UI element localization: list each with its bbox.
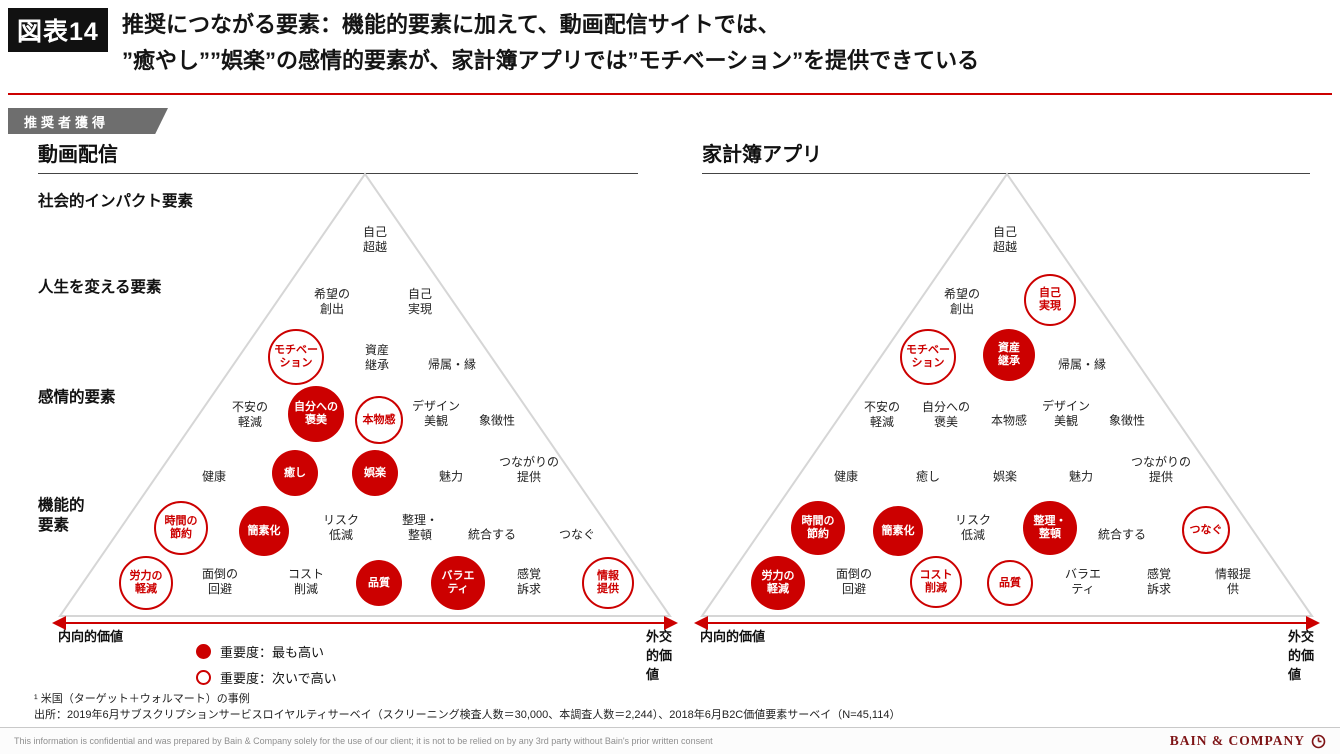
value-element-outline: 本物感 xyxy=(355,396,403,444)
value-element-plain: 健康 xyxy=(201,469,227,484)
value-element-plain: 感覚 訴求 xyxy=(1146,567,1172,596)
footer-bar: This information is confidential and was… xyxy=(0,727,1340,754)
value-element-plain: つながりの 提供 xyxy=(1130,455,1192,484)
title-divider-rule xyxy=(8,93,1332,95)
value-element-outline: モチベー ション xyxy=(268,329,324,385)
axis-label-outward-value: 外交的価値 xyxy=(646,629,673,682)
value-element-plain: つなぐ xyxy=(558,527,596,542)
value-element-plain: リスク 低減 xyxy=(954,513,992,542)
value-element-filled: 自分への 褒美 xyxy=(288,386,344,442)
value-element-plain: 癒し xyxy=(915,469,941,484)
value-element-filled: 癒し xyxy=(272,450,318,496)
value-element-plain: 自分への 褒美 xyxy=(921,400,971,429)
value-element-plain: 健康 xyxy=(833,469,859,484)
value-element-filled: 時間の 節約 xyxy=(791,501,845,555)
value-element-plain: 自己 超越 xyxy=(992,225,1018,254)
tier-label-functional: 機能的 要素 xyxy=(38,497,85,535)
value-element-plain: 帰属・縁 xyxy=(1057,357,1107,372)
axis-label-inward-value: 内向的価値 xyxy=(700,629,766,644)
legend-filled-dot-icon xyxy=(196,644,211,659)
slide-title-line1: 推奨につながる要素：機能的要素に加えて、動画配信サイトでは、 xyxy=(122,12,780,37)
value-element-plain: 面倒の 回避 xyxy=(835,567,873,596)
axis-arrowhead-left xyxy=(694,616,708,630)
value-element-outline: モチベー ション xyxy=(900,329,956,385)
value-element-plain: 情報提 供 xyxy=(1214,567,1252,596)
axis-label-inward-value: 内向的価値 xyxy=(58,629,124,644)
bain-logo-clock-icon xyxy=(1311,734,1326,748)
slide-title-line2: ”癒やし””娯楽”の感情的要素が、家計簿アプリでは”モチベーション”を提供できて… xyxy=(122,47,980,73)
value-element-filled: 品質 xyxy=(356,560,402,606)
footnote-source: 出所：2019年6月サブスクリプションサービスロイヤルティサーベイ（スクリーニン… xyxy=(34,709,901,721)
pyramid-budget-app: 内向的価値 外交的価値 自己 超越希望の 創出 自己 実現モチベー ション 資産 継… xyxy=(680,168,1340,682)
slide-title: 推奨につながる要素：機能的要素に加えて、動画配信サイトでは、 ”癒やし””娯楽”… xyxy=(122,7,979,78)
pyramid-triangle-outline xyxy=(58,172,672,617)
value-element-outline: 情報 提供 xyxy=(582,557,634,609)
value-element-plain: 希望の 創出 xyxy=(943,287,981,316)
value-element-outline: つなぐ xyxy=(1182,506,1230,554)
value-element-plain: 帰属・縁 xyxy=(427,357,477,372)
tier-label-social-impact: 社会的インパクト要素 xyxy=(38,193,194,210)
value-element-outline: 自己 実現 xyxy=(1024,274,1076,326)
axis-arrowhead-right xyxy=(664,616,678,630)
value-element-plain: 象徴性 xyxy=(1108,413,1146,428)
pyramid-title-budget-app: 家計簿アプリ xyxy=(702,138,1310,174)
axis-arrowhead-right xyxy=(1306,616,1320,630)
value-element-filled: 労力の 軽減 xyxy=(751,556,805,610)
legend-outline-dot-icon xyxy=(196,670,211,685)
figure-number-badge: 図表14 xyxy=(8,8,108,52)
value-element-plain: 資産 継承 xyxy=(364,343,390,372)
value-element-filled: バラエ ティ xyxy=(431,556,485,610)
section-banner-promoter: 推奨者獲得 xyxy=(8,108,168,134)
value-element-plain: 不安の 軽減 xyxy=(231,400,269,429)
value-element-filled: 簡素化 xyxy=(873,506,923,556)
pyramid-outline-and-axis-svg xyxy=(694,172,1320,630)
value-element-plain: コスト 削減 xyxy=(287,567,325,596)
value-element-plain: 本物感 xyxy=(990,413,1028,428)
pyramid-title-video-streaming: 動画配信 xyxy=(38,138,638,174)
pyramid-video-streaming: 内向的価値 外交的価値 自己 超越希望の 創出 自己 実現モチベー ション 資産 継… xyxy=(38,168,698,682)
value-element-plain: 魅力 xyxy=(438,469,464,484)
value-element-plain: 感覚 訴求 xyxy=(516,567,542,596)
value-element-plain: 魅力 xyxy=(1068,469,1094,484)
legend-next-label: 重要度：次いで高い xyxy=(220,671,337,686)
value-element-plain: 自己 超越 xyxy=(362,225,388,254)
value-element-filled: 資産 継承 xyxy=(983,329,1035,381)
value-element-plain: 面倒の 回避 xyxy=(201,567,239,596)
value-element-plain: バラエ ティ xyxy=(1064,567,1102,596)
pyramid-outline-and-axis-svg xyxy=(52,172,678,630)
legend-row-highest: 重要度：最も高い xyxy=(196,642,337,661)
value-element-outline: コスト 削減 xyxy=(910,556,962,608)
value-element-plain: リスク 低減 xyxy=(322,513,360,542)
value-element-plain: 自己 実現 xyxy=(407,287,433,316)
bain-logo-text: BAIN & COMPANY xyxy=(1169,733,1305,748)
footer-disclaimer-text: This information is confidential and was… xyxy=(14,736,713,746)
value-element-plain: つながりの 提供 xyxy=(498,455,560,484)
value-element-outline: 労力の 軽減 xyxy=(119,556,173,610)
value-element-plain: 統合する xyxy=(1097,527,1147,542)
value-element-plain: 統合する xyxy=(467,527,517,542)
legend-row-next: 重要度：次いで高い xyxy=(196,668,337,687)
value-element-outline: 時間の 節約 xyxy=(154,501,208,555)
value-element-plain: 象徴性 xyxy=(478,413,516,428)
axis-label-outward-value: 外交的価値 xyxy=(1288,629,1315,682)
value-element-plain: 娯楽 xyxy=(992,469,1018,484)
value-element-filled: 娯楽 xyxy=(352,450,398,496)
value-element-plain: デザイン 美観 xyxy=(411,399,461,428)
value-element-filled: 整理・ 整頓 xyxy=(1023,501,1077,555)
axis-arrowhead-left xyxy=(52,616,66,630)
value-element-plain: 希望の 創出 xyxy=(313,287,351,316)
value-element-plain: 不安の 軽減 xyxy=(863,400,901,429)
value-element-filled: 簡素化 xyxy=(239,506,289,556)
tier-label-life-changing: 人生を変える要素 xyxy=(38,279,162,296)
tier-label-emotional: 感情的要素 xyxy=(38,389,116,406)
legend-highest-label: 重要度：最も高い xyxy=(220,645,325,660)
value-element-outline: 品質 xyxy=(987,560,1033,606)
value-element-plain: デザイン 美観 xyxy=(1041,399,1091,428)
pyramid-triangle-outline xyxy=(700,172,1314,617)
footnote-us-example: ¹ 米国（ターゲット＋ウォルマート）の事例 xyxy=(34,693,250,705)
value-element-plain: 整理・ 整頓 xyxy=(401,513,439,542)
importance-legend: 重要度：最も高い 重要度：次いで高い xyxy=(196,642,337,694)
bain-logo: BAIN & COMPANY xyxy=(1170,733,1326,749)
